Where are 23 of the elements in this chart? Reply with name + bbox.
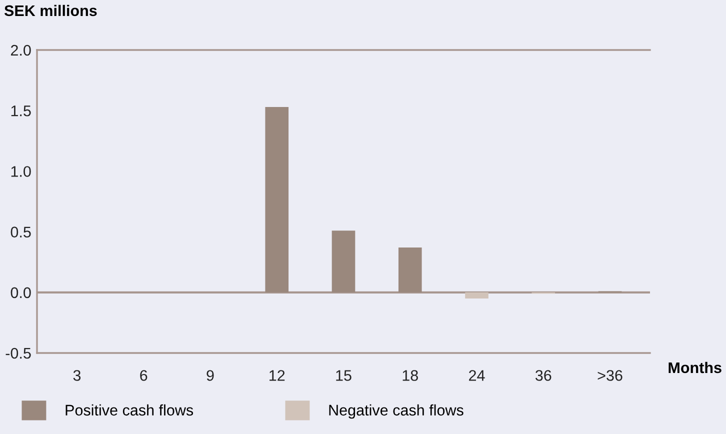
x-axis-title: Months (668, 362, 722, 374)
y-tick-label: 1.0 (11, 166, 31, 177)
y-tick-label: 2.0 (10, 44, 31, 56)
x-tick-label: >36 (598, 370, 622, 381)
x-tick-label: 24 (469, 370, 485, 381)
y-tick-label: 0.0 (10, 287, 31, 298)
x-tick-label: 3 (73, 370, 81, 381)
bar (398, 248, 422, 292)
x-tick-label: 6 (140, 370, 148, 381)
x-tick-label: 15 (336, 370, 352, 381)
y-axis-title: SEK millions (4, 4, 97, 16)
y-tick-label: 1.5 (11, 106, 31, 116)
legend-label: Negative cash flows (329, 404, 464, 419)
bar (465, 292, 488, 298)
bar (265, 106, 289, 292)
x-tick-label: 36 (535, 370, 552, 381)
x-tick-label: 12 (270, 370, 285, 381)
x-tick-label: 9 (206, 370, 214, 381)
y-tick-label: -0.5 (6, 348, 31, 359)
bar (332, 230, 356, 292)
y-tick-label: 0.5 (10, 226, 31, 238)
legend-label: Positive cash flows (66, 404, 194, 416)
x-tick-label: 18 (402, 370, 418, 381)
